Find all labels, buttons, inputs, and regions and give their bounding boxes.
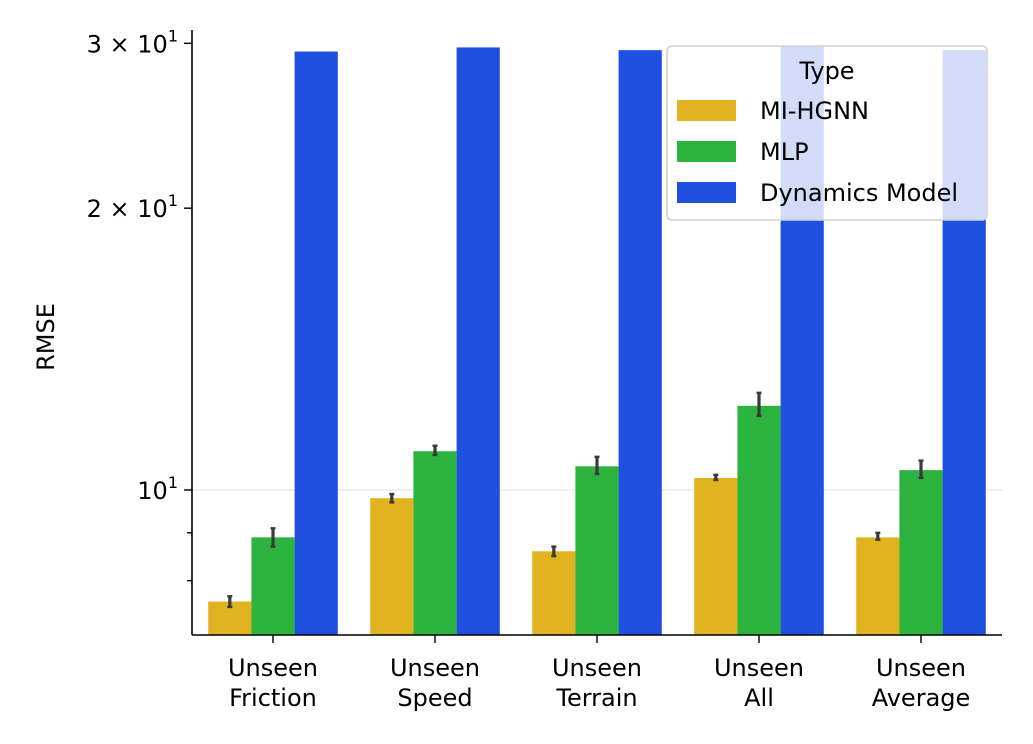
bar-mi-hgnn-4 xyxy=(856,537,900,635)
x-tick-label: Unseen Average xyxy=(872,654,971,712)
bar-dynamics-model-2 xyxy=(618,50,662,636)
x-tick-label: Unseen Friction xyxy=(228,654,318,712)
legend-frame xyxy=(666,45,988,221)
legend-label: Dynamics Model xyxy=(760,179,958,207)
bar-dynamics-model-1 xyxy=(456,47,500,636)
bars-layer xyxy=(208,46,986,636)
x-tick-label: Unseen Terrain xyxy=(552,654,642,712)
bar-mlp-1 xyxy=(413,451,457,635)
bar-mi-hgnn-1 xyxy=(370,498,414,635)
bar-dynamics-model-0 xyxy=(294,51,338,635)
legend-title: Type xyxy=(798,57,854,85)
x-ticks-layer: Unseen Friction Unseen Speed Unseen Terrain Un… xyxy=(228,635,970,712)
legend-label: MI-HGNN xyxy=(760,97,869,125)
y-tick-label: 2 × 101 xyxy=(87,191,178,223)
legend-swatch xyxy=(677,100,736,121)
legend-label: MLP xyxy=(760,138,809,166)
y-tick-label: 101 xyxy=(137,473,178,505)
bar-mlp-3 xyxy=(737,405,781,635)
error-bars-layer xyxy=(227,391,924,609)
legend-swatch xyxy=(677,141,736,162)
legend: Type MI-HGNN MLP Dynamics Model xyxy=(666,45,988,221)
bar-mlp-0 xyxy=(251,537,295,635)
bar-mi-hgnn-2 xyxy=(532,551,576,635)
y-ticks-layer: 101 2 × 101 3 × 101 xyxy=(87,26,192,582)
bar-mi-hgnn-3 xyxy=(694,477,738,635)
bar-mlp-2 xyxy=(575,466,619,635)
x-tick-label: Unseen All xyxy=(714,654,804,712)
y-axis-title: RMSE xyxy=(32,303,60,371)
bar-mlp-4 xyxy=(899,470,943,635)
y-tick-label: 3 × 101 xyxy=(87,26,178,58)
x-tick-label: Unseen Speed xyxy=(390,654,480,712)
legend-swatch xyxy=(677,182,736,203)
